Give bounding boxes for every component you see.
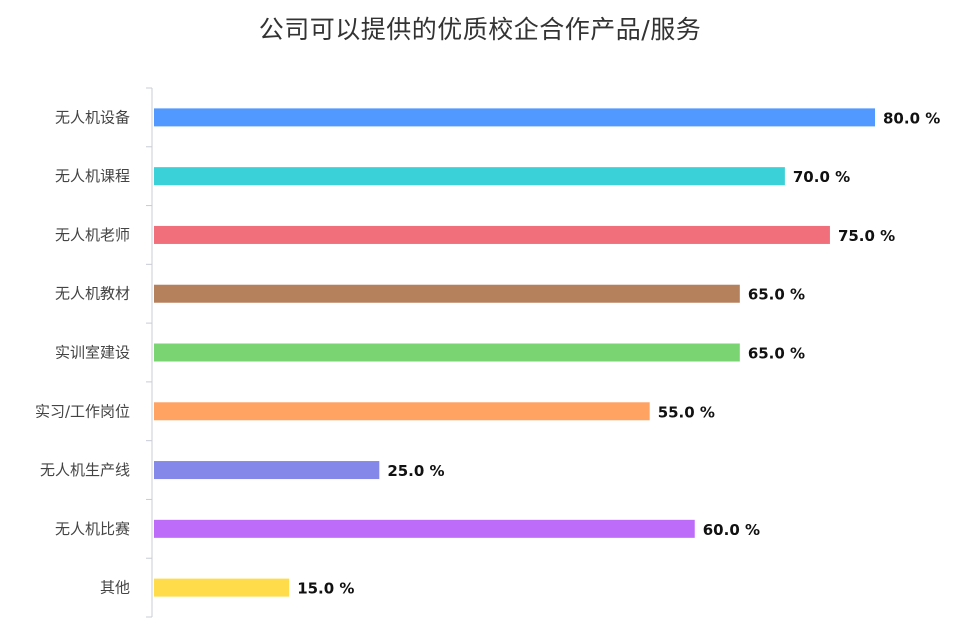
y-tick-label: 无人机生产线 [40,461,130,479]
labels: 无人机设备 80.0 % 无人机课程 70.0 % 无人机老师 75.0 % 无人机教材 65… [35,108,940,597]
y-tick-label: 无人机教材 [55,285,130,303]
data-label: 60.0 % [703,521,760,539]
bar[interactable] [154,225,830,244]
data-label: 65.0 % [748,345,805,363]
y-tick-label: 无人机比赛 [55,520,130,538]
data-label: 55.0 % [658,403,715,421]
data-label: 80.0 % [883,109,940,127]
bars [154,108,875,597]
bar[interactable] [154,461,380,480]
bar[interactable] [154,519,695,538]
chart-title: 公司可以提供的优质校企合作产品/服务 [258,15,702,44]
data-label: 25.0 % [387,462,444,480]
data-label: 70.0 % [793,168,850,186]
bar[interactable] [154,167,785,186]
y-tick-label: 无人机老师 [55,226,130,244]
data-label: 15.0 % [297,580,354,598]
bar[interactable] [154,578,290,597]
bar[interactable] [154,343,740,362]
y-tick-label: 实训室建设 [55,344,130,362]
y-tick-label: 其他 [100,579,130,597]
y-tick-label: 实习/工作岗位 [35,402,130,420]
y-axis [146,87,153,618]
data-label: 65.0 % [748,286,805,304]
bar[interactable] [154,402,650,421]
y-tick-label: 无人机设备 [55,108,130,126]
y-tick-label: 无人机课程 [55,167,130,185]
bar[interactable] [154,284,740,303]
data-label: 75.0 % [838,227,895,245]
bar[interactable] [154,108,875,127]
